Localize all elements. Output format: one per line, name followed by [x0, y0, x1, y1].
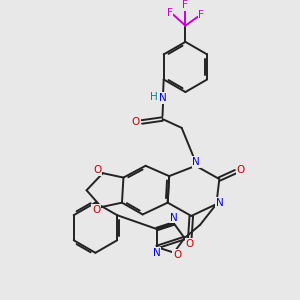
Text: O: O: [93, 165, 102, 175]
Text: O: O: [173, 250, 181, 260]
Text: N: N: [192, 157, 200, 167]
Text: O: O: [132, 117, 140, 127]
Text: O: O: [237, 165, 245, 175]
Text: F: F: [167, 8, 172, 18]
Text: N: N: [153, 248, 160, 258]
Text: O: O: [186, 239, 194, 249]
Text: H: H: [150, 92, 158, 102]
Text: N: N: [159, 93, 167, 103]
Text: N: N: [216, 198, 224, 208]
Text: N: N: [170, 213, 178, 223]
Text: F: F: [198, 10, 204, 20]
Text: O: O: [92, 205, 100, 215]
Text: F: F: [182, 0, 188, 10]
